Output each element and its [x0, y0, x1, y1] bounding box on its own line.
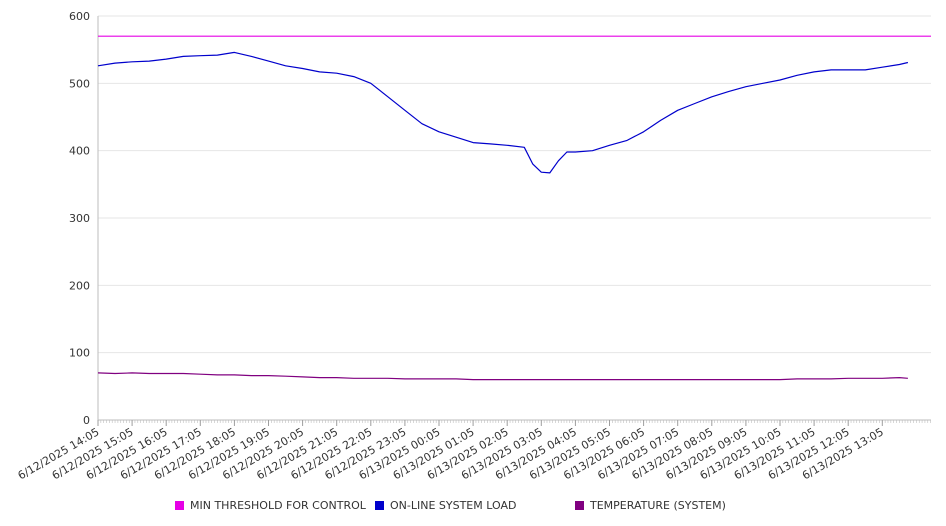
y-tick-label: 200: [69, 279, 90, 292]
series-line-system-load: [97, 51, 909, 174]
legend-swatch: [175, 501, 184, 510]
legend: MIN THRESHOLD FOR CONTROL ON-LINE SYSTEM …: [175, 499, 726, 512]
y-tick-label: 300: [69, 212, 90, 225]
y-tick-label: 600: [69, 10, 90, 23]
legend-label: ON-LINE SYSTEM LOAD: [390, 499, 516, 512]
legend-label: TEMPERATURE (SYSTEM): [589, 499, 726, 512]
y-tick-label: 100: [69, 347, 90, 360]
series-line-temperature: [97, 372, 908, 381]
y-tick-label: 500: [69, 77, 90, 90]
x-tick-labels: 6/12/2025 14:056/12/2025 15:056/12/2025 …: [16, 425, 886, 482]
y-tick-labels: 0 100 200 300 400 500 600: [69, 10, 90, 427]
series-lines: [97, 35, 931, 381]
grid-lines: [98, 15, 931, 354]
axes: [97, 16, 931, 426]
legend-swatch: [575, 501, 584, 510]
legend-label: MIN THRESHOLD FOR CONTROL: [190, 499, 367, 512]
legend-swatch: [375, 501, 384, 510]
y-tick-label: 0: [83, 414, 90, 427]
y-tick-label: 400: [69, 145, 90, 158]
